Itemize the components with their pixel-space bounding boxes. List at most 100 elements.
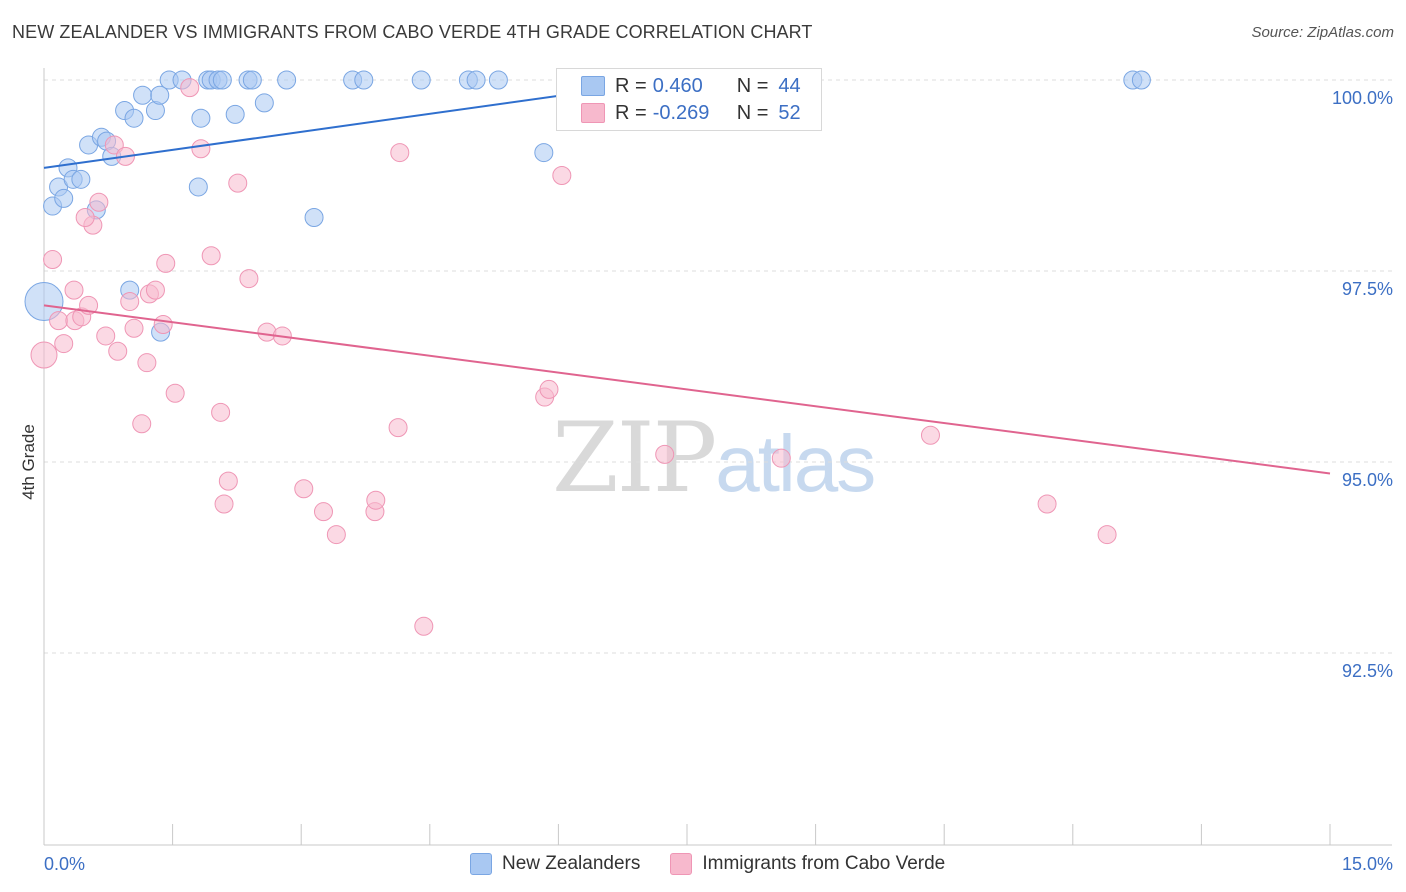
series-swatch-pink [670,853,693,875]
point-cabo-verde [655,444,675,464]
legend-swatch-blue [581,76,605,96]
legend-n-value: 52 [778,101,801,124]
point-cabo-verde [552,166,572,185]
point-cabo-verde [43,250,63,270]
point-cabo-verde [54,334,74,354]
point-cabo-verde [326,525,346,545]
point-cabo-verde [388,418,408,438]
point-cabo-verde [920,425,940,445]
legend-r-label: R = [615,74,647,97]
y-axis-title: 4th Grade [19,424,38,500]
point-cabo-verde [165,383,185,403]
point-new-zealander [466,70,486,90]
x-tick-label-min: 0.0% [44,854,85,874]
point-cabo-verde [180,78,200,98]
point-cabo-verde [137,353,157,373]
point-new-zealander [212,70,232,90]
point-cabo-verde [294,479,314,499]
trend-line-cabo-verde [43,304,1331,475]
data-points [24,70,1151,636]
watermark: ZIPatlas [552,402,876,514]
point-cabo-verde [218,471,238,491]
legend-row-new-zealanders: R = 0.460 N = 44 [581,73,801,99]
y-tick-label: 100.0% [1332,88,1393,108]
point-cabo-verde [145,280,165,300]
point-new-zealander [133,85,153,105]
y-tick-label: 92.5% [1342,661,1393,681]
point-cabo-verde [201,246,221,266]
point-cabo-verde [120,292,140,312]
point-cabo-verde [191,139,211,159]
chart-title: NEW ZEALANDER VS IMMIGRANTS FROM CABO VE… [12,22,813,42]
legend-n-label: N = [736,74,769,97]
point-cabo-verde [366,490,386,510]
y-tick-label: 95.0% [1342,470,1393,490]
axes [43,68,1392,846]
point-cabo-verde [108,341,128,361]
watermark-atlas: atlas [715,419,876,508]
correlation-legend: R = 0.460 N = 44 R = -0.269 N = 52 [556,68,822,131]
watermark-zip: ZIP [552,402,717,514]
point-cabo-verde [1037,494,1057,514]
point-new-zealander [188,177,208,197]
point-cabo-verde [96,326,116,346]
point-cabo-verde [414,616,434,636]
axis-labels: 100.0% 97.5% 95.0% 92.5% 0.0% 15.0% 4th Grade [19,88,1393,874]
point-new-zealander [488,70,508,90]
point-cabo-verde [1097,525,1117,545]
trend-lines [43,82,1331,475]
point-new-zealander [24,282,64,322]
point-cabo-verde [153,314,173,334]
legend-r-label: R = [615,101,647,124]
point-new-zealander [150,85,170,105]
point-cabo-verde [132,414,152,434]
series-swatch-blue [470,853,492,875]
point-new-zealander [191,108,211,128]
legend-r-value: -0.269 [652,101,710,124]
legend-row-cabo-verde: R = -0.269 N = 52 [581,100,801,126]
point-cabo-verde [64,280,84,300]
point-cabo-verde [239,269,259,289]
point-new-zealander [354,70,374,90]
point-cabo-verde [49,311,69,331]
point-new-zealander [124,108,144,128]
series-label: Immigrants from Cabo Verde [702,853,946,874]
series-label: New Zealanders [502,853,641,874]
legend-swatch-pink [581,103,605,123]
point-new-zealander [225,104,245,124]
point-cabo-verde [124,318,144,338]
point-cabo-verde [89,192,109,212]
point-new-zealander [54,188,74,208]
series-legend-new-zealanders[interactable]: New Zealanders [470,853,640,875]
gridlines [44,79,1392,654]
point-cabo-verde [75,208,95,228]
legend-n-value: 44 [778,74,801,97]
point-cabo-verde [156,253,176,273]
series-legend-cabo-verde[interactable]: Immigrants from Cabo Verde [670,853,945,875]
point-cabo-verde [771,448,791,468]
point-cabo-verde [228,173,248,193]
trend-line-new-zealanders [43,82,645,169]
point-cabo-verde [313,502,333,522]
point-cabo-verde [104,135,124,155]
point-cabo-verde [390,143,410,163]
point-cabo-verde [211,402,231,422]
y-tick-label: 97.5% [1342,279,1393,299]
point-cabo-verde [539,379,559,399]
series-legend: New Zealanders Immigrants from Cabo Verd… [470,852,975,876]
point-new-zealander [1131,70,1151,90]
x-tick-label-max: 15.0% [1342,854,1393,874]
point-new-zealander [304,208,324,228]
point-new-zealander [277,70,297,90]
legend-r-value: 0.460 [652,74,703,97]
point-new-zealander [534,143,554,163]
point-cabo-verde [214,494,234,514]
point-new-zealander [254,93,274,113]
legend-n-label: N = [736,101,769,124]
point-new-zealander [411,70,431,90]
point-new-zealander [71,169,91,189]
point-new-zealander [242,70,262,90]
source-credit: Source: ZipAtlas.com [1251,24,1394,41]
point-cabo-verde [30,341,58,369]
